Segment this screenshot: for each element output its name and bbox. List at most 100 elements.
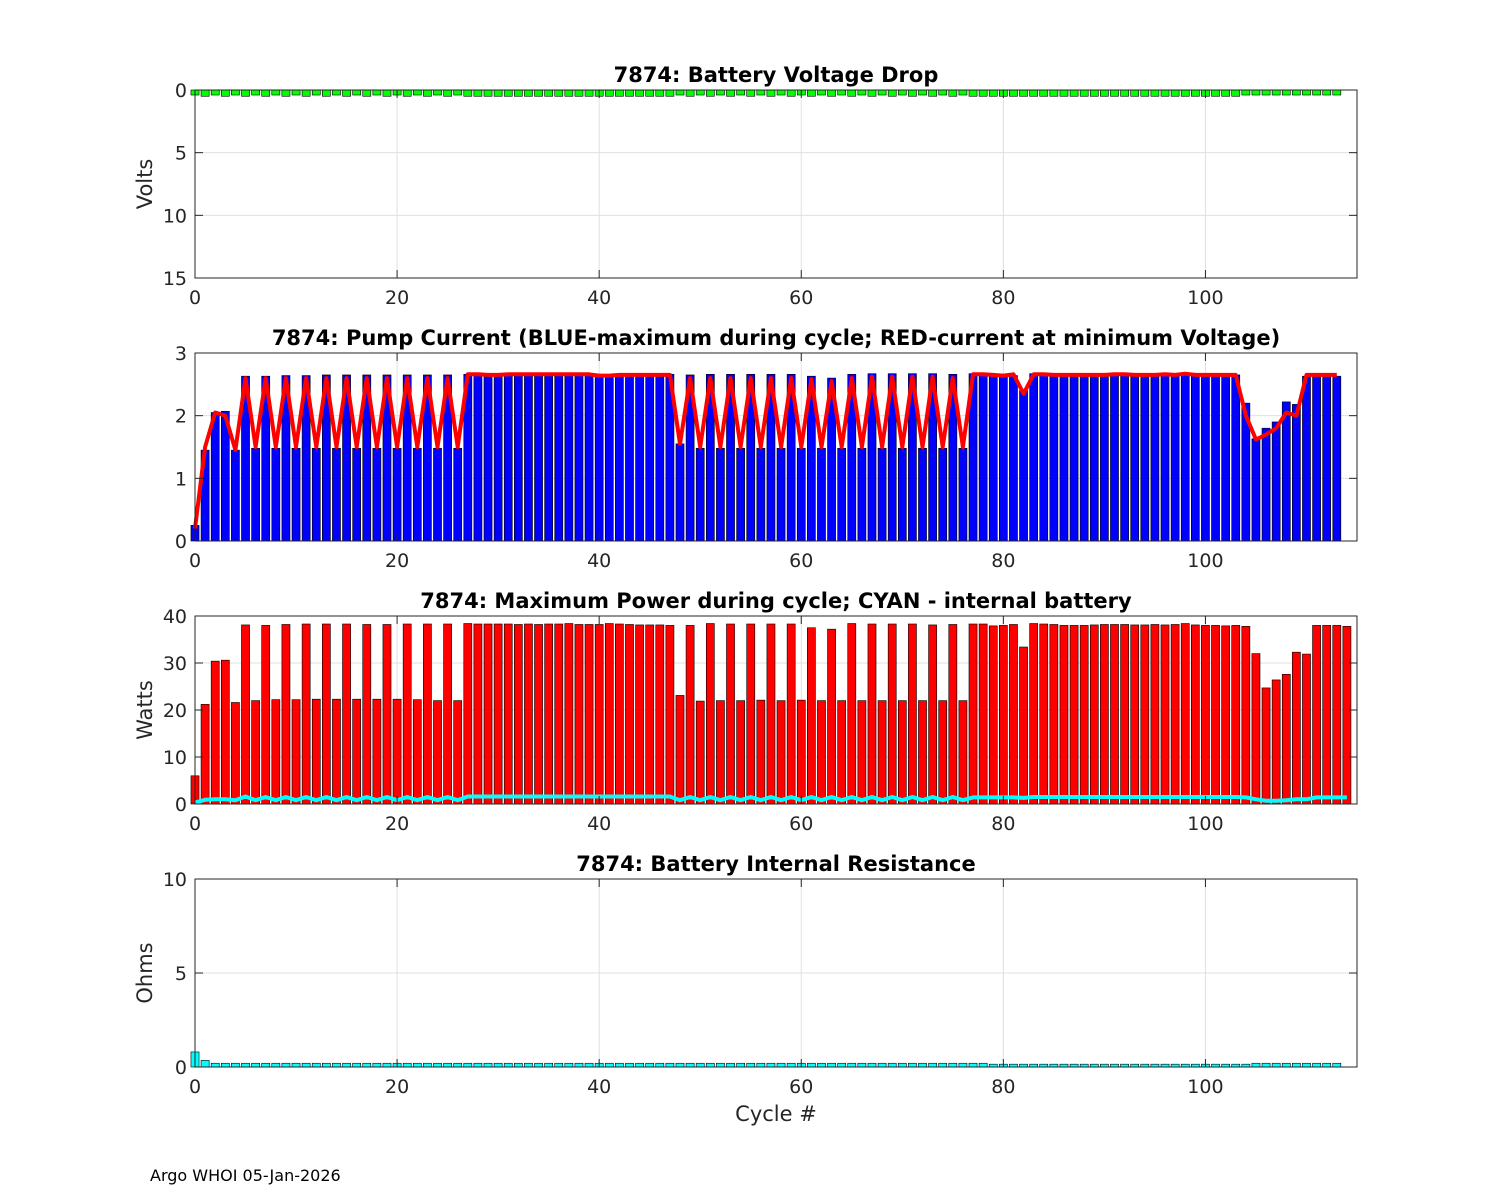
bar: [1160, 373, 1170, 542]
bar: [1150, 374, 1160, 542]
bar: [685, 625, 695, 805]
bar: [968, 1062, 978, 1068]
bar: [615, 89, 624, 97]
bar: [716, 1062, 725, 1068]
chart-voltage: 0 20 40 60 80 100 0 5 10 15 7874: Battery Voltage …: [133, 63, 1358, 309]
bar: [1059, 374, 1069, 542]
y-axis-label: Watts: [133, 680, 157, 740]
bar: [1019, 390, 1028, 542]
bar: [1292, 651, 1301, 805]
bar: [513, 374, 523, 542]
x-tick-label: 60: [789, 813, 813, 835]
bar: [453, 1062, 463, 1068]
bar: [342, 1062, 351, 1068]
bar: [655, 1062, 665, 1068]
bar: [311, 1062, 321, 1068]
bar: [736, 1062, 745, 1068]
bar: [1221, 374, 1230, 542]
bar: [220, 1062, 230, 1068]
bar: [1150, 624, 1160, 805]
bar: [412, 447, 422, 542]
bar: [1271, 421, 1281, 542]
bar: [695, 1062, 705, 1068]
bar: [372, 447, 382, 542]
bar: [1322, 1062, 1332, 1068]
bar: [1069, 625, 1079, 805]
bar: [736, 447, 745, 542]
bar: [1332, 375, 1342, 542]
bar: [877, 1062, 887, 1068]
bar: [867, 623, 877, 805]
bar: [1079, 625, 1089, 805]
bar: [574, 89, 584, 97]
bar: [1170, 624, 1180, 805]
bar: [412, 1062, 422, 1068]
bar: [786, 1062, 796, 1068]
bar: [342, 623, 351, 805]
bar: [372, 89, 382, 96]
bar: [1322, 89, 1332, 96]
bar: [584, 624, 594, 805]
bar: [301, 1062, 311, 1068]
bar: [241, 1062, 250, 1068]
bar: [261, 625, 271, 805]
y-tick-label: 10: [163, 869, 187, 891]
x-tick-label: 40: [587, 1076, 611, 1098]
bar: [1261, 427, 1271, 542]
bar: [726, 89, 735, 97]
bar: [1251, 653, 1261, 805]
bar: [291, 1062, 301, 1068]
bar: [251, 89, 260, 96]
bars: [190, 623, 1352, 805]
bar: [897, 89, 907, 96]
bar: [463, 1062, 473, 1068]
x-tick-label: 100: [1187, 1076, 1223, 1098]
bar: [210, 412, 220, 542]
x-tick-label: 0: [189, 1076, 201, 1098]
bar: [1302, 1062, 1311, 1068]
bar: [503, 89, 513, 97]
bar: [685, 1062, 695, 1068]
bar: [1281, 673, 1291, 805]
bar: [1292, 89, 1301, 96]
bar: [685, 89, 695, 97]
bar: [1120, 374, 1129, 542]
y-tick-label: 20: [163, 700, 187, 722]
bar: [716, 447, 725, 542]
bar: [1150, 89, 1160, 97]
series-line: [194, 794, 1347, 805]
chart-current: 0 20 40 60 80 100 0 1 2 3 7874: Pump Current (BLUE…: [175, 326, 1358, 572]
bar: [655, 374, 665, 542]
x-tick-label: 60: [789, 287, 813, 309]
y-tick-label: 0: [175, 1057, 187, 1079]
bar: [473, 1062, 483, 1068]
bar: [584, 89, 594, 97]
bar: [918, 1062, 927, 1068]
bar: [210, 1062, 220, 1068]
x-tick-label: 20: [385, 550, 409, 572]
bar: [675, 89, 685, 96]
bar: [231, 89, 240, 96]
bar: [726, 1062, 735, 1068]
bar: [1251, 1062, 1261, 1068]
bar: [332, 1062, 341, 1068]
bar: [382, 89, 392, 97]
bar: [766, 1062, 776, 1068]
bar: [897, 447, 907, 542]
bar: [968, 623, 978, 805]
series-line: [193, 371, 1337, 529]
bar: [342, 89, 351, 97]
bar: [544, 374, 553, 542]
bar: [382, 1062, 392, 1068]
bar: [534, 1062, 543, 1068]
axes-box: [194, 352, 1358, 542]
bar: [1271, 679, 1281, 805]
bar: [1039, 623, 1049, 805]
bar: [534, 374, 543, 542]
x-tick-label: 0: [189, 550, 201, 572]
bar: [635, 624, 644, 805]
y-tick-label: 15: [163, 268, 187, 290]
bar: [1281, 1062, 1291, 1068]
bar: [392, 698, 402, 805]
bar: [988, 625, 998, 805]
